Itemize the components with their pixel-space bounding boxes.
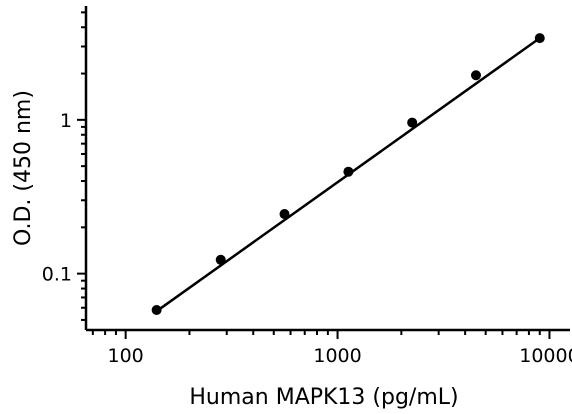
data-points-layer — [151, 33, 545, 316]
data-point — [279, 209, 290, 220]
data-point — [534, 33, 545, 44]
x-axis-title: Human MAPK13 (pg/mL) — [189, 385, 458, 410]
y-axis-title: O.D. (450 nm) — [11, 90, 36, 246]
axes — [77, 6, 570, 339]
data-point — [151, 305, 162, 316]
data-point — [407, 117, 418, 128]
data-point — [215, 254, 226, 265]
data-point — [343, 166, 354, 177]
y-tick-label: 1 — [60, 110, 72, 132]
x-tick-label: 100 — [108, 345, 144, 367]
data-point — [470, 70, 481, 81]
x-tick-label: 1000 — [313, 345, 361, 367]
y-tick-label: 0.1 — [42, 264, 72, 286]
